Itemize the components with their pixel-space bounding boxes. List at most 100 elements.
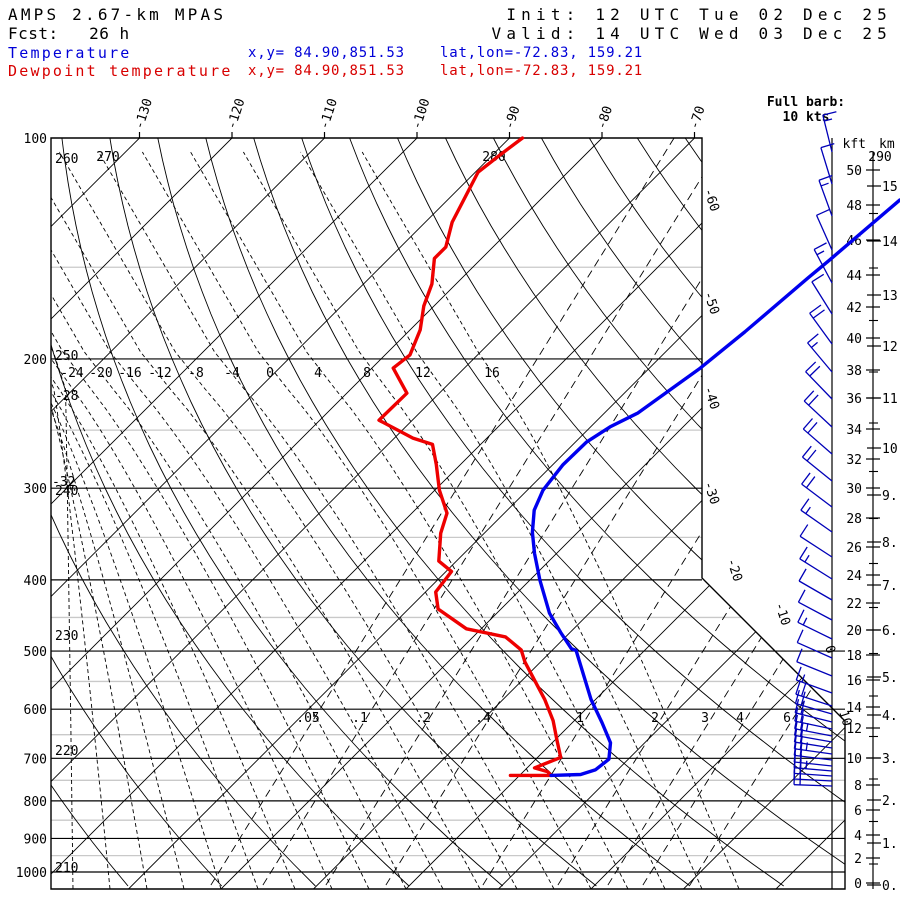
svg-text:10 kts: 10 kts: [783, 110, 830, 125]
svg-text:900: 900: [24, 832, 47, 847]
svg-text:5.: 5.: [882, 671, 898, 686]
svg-text:-40: -40: [700, 385, 722, 412]
legend-dewpoint-latlon: lat,lon=-72.83, 159.21: [440, 63, 644, 79]
svg-text:34: 34: [846, 423, 862, 438]
svg-text:-80: -80: [595, 104, 617, 131]
svg-text:290: 290: [868, 150, 891, 165]
svg-text:270: 270: [96, 150, 119, 165]
svg-text:14.: 14.: [882, 235, 900, 250]
legend-temperature-xy: x,y= 84.90,851.53: [248, 45, 405, 61]
svg-text:14: 14: [846, 701, 862, 716]
svg-text:8: 8: [363, 366, 371, 381]
svg-text:230: 230: [55, 629, 78, 644]
svg-text:210: 210: [55, 861, 78, 876]
svg-text:kft: kft: [843, 137, 866, 152]
svg-text:40: 40: [846, 332, 862, 347]
svg-text:-70: -70: [687, 104, 709, 131]
svg-text:44: 44: [846, 269, 862, 284]
svg-text:32: 32: [846, 453, 862, 468]
svg-text:12: 12: [415, 366, 431, 381]
svg-text:1: 1: [576, 711, 584, 726]
svg-text:0.: 0.: [882, 879, 898, 894]
svg-text:800: 800: [24, 795, 47, 810]
svg-text:4: 4: [736, 711, 744, 726]
svg-text:-90: -90: [502, 104, 524, 131]
temperature-trace: [377, 136, 563, 778]
svg-text:7.: 7.: [882, 579, 898, 594]
svg-text:11.: 11.: [882, 392, 900, 407]
svg-text:1.: 1.: [882, 837, 898, 852]
svg-text:.05: .05: [296, 711, 319, 726]
svg-text:300: 300: [24, 482, 47, 497]
svg-text:3.: 3.: [882, 752, 898, 767]
wind-barbs: [793, 111, 837, 787]
pressure-gridlines-minor: [51, 266, 845, 857]
plot-border: [50, 137, 846, 890]
background-lines: [51, 138, 845, 889]
svg-text:12.: 12.: [882, 340, 900, 355]
svg-text:-20: -20: [723, 557, 745, 584]
svg-text:15.: 15.: [882, 180, 900, 195]
svg-text:4: 4: [314, 366, 322, 381]
svg-text:9.: 9.: [882, 489, 898, 504]
forecast-hour: Fcst: 26 h: [8, 24, 130, 43]
km-axis: km 0. 1. 2. 3. 4. 5. 6. 7. 8. 9. 10. 11. 12. 13. 14. 15.: [867, 137, 900, 894]
svg-text:6: 6: [854, 804, 862, 819]
svg-text:2: 2: [651, 711, 659, 726]
svg-text:50: 50: [846, 164, 862, 179]
svg-text:16: 16: [846, 674, 862, 689]
kft-axis: kft0246810121416182022242628303234363840…: [843, 137, 880, 892]
svg-text:500: 500: [24, 645, 47, 660]
svg-text:28: 28: [846, 512, 862, 527]
pressure-axis-labels: 100 200 300 400 500 600 700 800 900 1000: [16, 132, 47, 881]
mixing-ratio-labels: .05 .1 .2 .4 1 2 3 4 6: [296, 711, 791, 726]
svg-text:-50: -50: [700, 290, 722, 317]
svg-text:8.: 8.: [882, 536, 898, 551]
pressure-gridlines-major: [51, 358, 845, 873]
svg-text:12: 12: [846, 722, 862, 737]
svg-text:250: 250: [55, 349, 78, 364]
svg-text:-20: -20: [89, 366, 112, 381]
svg-text:-24: -24: [60, 366, 84, 381]
svg-text:-100: -100: [410, 97, 434, 131]
svg-text:260: 260: [55, 152, 78, 167]
svg-text:4.: 4.: [882, 709, 898, 724]
svg-text:400: 400: [24, 574, 47, 589]
svg-text:0: 0: [266, 366, 274, 381]
theta-left-labels: 260 250 240 230 220 210: [55, 152, 78, 876]
legend-temperature-label: Temperature: [8, 44, 132, 62]
svg-text:-4: -4: [224, 366, 240, 381]
svg-text:6.: 6.: [882, 624, 898, 639]
svg-text:.1: .1: [352, 711, 368, 726]
svg-text:-110: -110: [317, 97, 341, 131]
init-time: Init: 12 UTC Tue 02 Dec 25: [506, 5, 892, 24]
svg-text:Full barb:: Full barb:: [767, 95, 845, 110]
svg-text:20: 20: [846, 624, 862, 639]
svg-text:700: 700: [24, 752, 47, 767]
svg-text:.2: .2: [415, 711, 431, 726]
svg-text:.4: .4: [475, 711, 491, 726]
svg-text:-10: -10: [771, 601, 793, 628]
svg-text:36: 36: [846, 392, 862, 407]
svg-text:10: 10: [846, 752, 862, 767]
svg-text:38: 38: [846, 364, 862, 379]
svg-text:2: 2: [854, 852, 862, 867]
barb-legend: Full barb:10 kts: [767, 95, 845, 125]
svg-text:13.: 13.: [882, 289, 900, 304]
svg-text:8: 8: [854, 779, 862, 794]
svg-text:220: 220: [55, 744, 78, 759]
svg-text:km: km: [879, 137, 895, 152]
legend-dewpoint-label: Dewpoint temperature: [8, 62, 233, 80]
svg-text:-28: -28: [55, 389, 78, 404]
svg-text:16: 16: [484, 366, 500, 381]
legend-dewpoint-xy: x,y= 84.90,851.53: [248, 63, 405, 79]
svg-text:1000: 1000: [16, 866, 47, 881]
svg-text:0: 0: [854, 877, 862, 892]
svg-text:24: 24: [846, 569, 862, 584]
svg-text:-12: -12: [148, 366, 171, 381]
valid-time: Valid: 14 UTC Wed 03 Dec 25: [491, 24, 892, 43]
isotherm-lines: [51, 138, 845, 889]
